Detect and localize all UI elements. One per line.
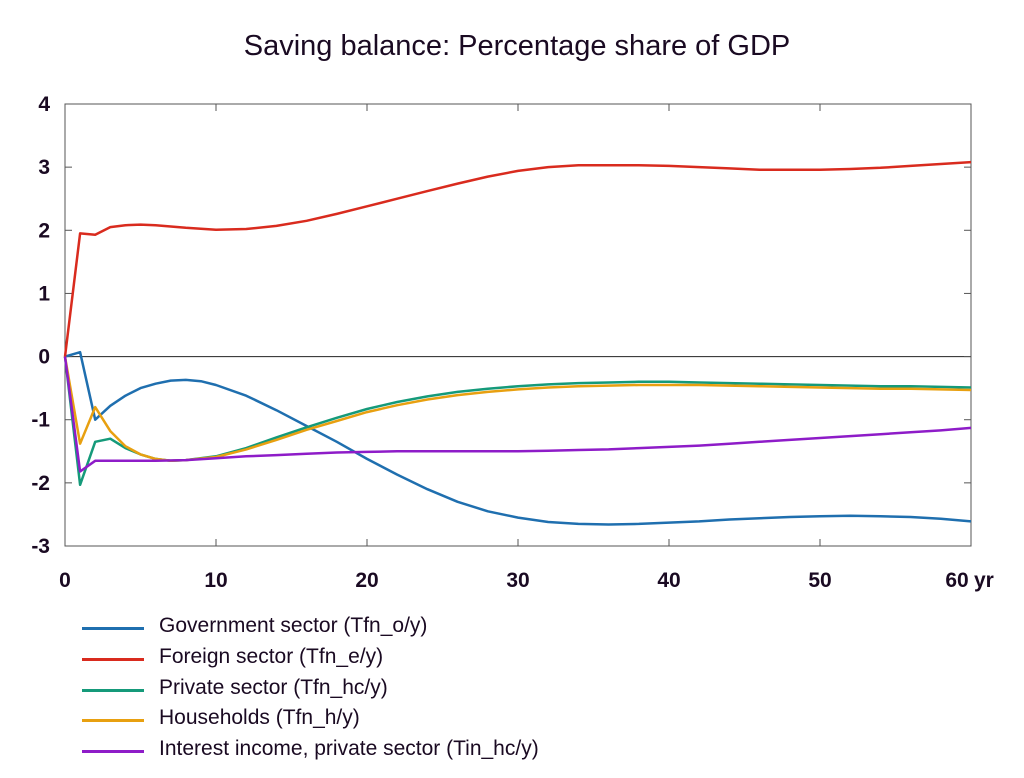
series-line-1 [64,350,972,526]
series-line-3 [63,356,972,487]
x-tick-label: 20 [355,569,378,592]
legend: Government sector (Tfn_o/y) Foreign secto… [82,614,682,768]
legend-label: Interest income, private sector (Tin_hc/… [159,737,539,761]
legend-item: Households (Tfn_h/y) [82,706,682,737]
legend-label: Private sector (Tfn_hc/y) [159,675,388,699]
y-tick-label: 4 [38,93,50,116]
x-tick-label: 40 [657,569,680,592]
series-layer [63,160,972,526]
x-tick-label: 0 [59,569,71,592]
y-tick-label: -1 [31,409,50,432]
y-tick-label: 1 [38,282,50,305]
legend-item: Government sector (Tfn_o/y) [82,614,682,645]
series-line-5 [63,356,972,473]
x-tick-label: 50 [808,569,831,592]
series-line-4 [63,356,972,463]
legend-item: Interest income, private sector (Tin_hc/… [82,737,682,768]
x-tick-label: 10 [204,569,227,592]
series-line-2 [63,160,972,357]
legend-swatch [82,719,144,723]
legend-label: Government sector (Tfn_o/y) [159,614,428,637]
y-tick-label: 0 [38,346,50,369]
legend-swatch [82,627,144,630]
legend-item: Private sector (Tfn_hc/y) [82,676,682,707]
y-tick-label: -3 [31,535,50,558]
y-tick-label: 2 [38,219,50,242]
legend-swatch [82,657,144,661]
legend-swatch [82,750,144,754]
y-tick-label: 3 [38,156,50,179]
x-tick-label: 60 [945,569,968,592]
legend-item: Foreign sector (Tfn_e/y) [82,645,682,676]
legend-label: Foreign sector (Tfn_e/y) [159,644,384,668]
chart-title: Saving balance: Percentage share of GDP [243,30,791,62]
x-tick-label: 30 [506,569,529,592]
y-tick-label: -2 [31,472,50,495]
x-unit-label: yr [974,569,994,592]
legend-swatch [82,688,144,692]
legend-label: Households (Tfn_h/y) [159,706,360,730]
